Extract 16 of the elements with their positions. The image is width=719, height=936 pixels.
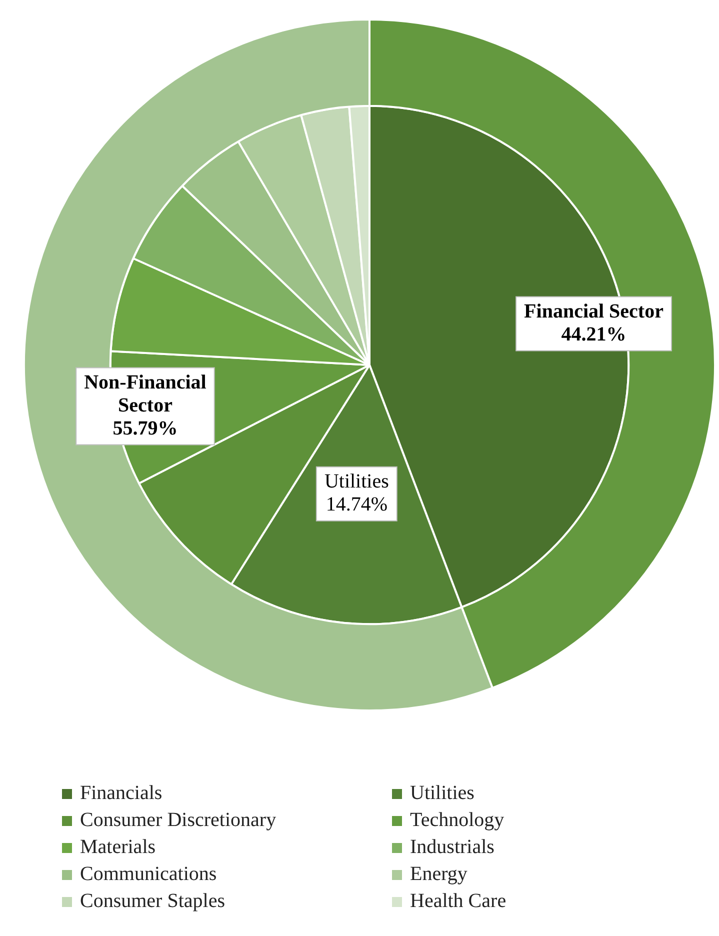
legend-label: Industrials (410, 836, 494, 859)
legend-label: Utilities (410, 782, 474, 805)
data-label: 44.21% (561, 323, 626, 346)
legend-label: Consumer Staples (80, 890, 225, 913)
data-label: 14.74% (326, 494, 388, 516)
legend-label: Financials (80, 782, 162, 805)
legend-label: Materials (80, 836, 156, 859)
legend-label: Technology (410, 809, 504, 832)
legend-label: Communications (80, 863, 217, 886)
data-label: 55.79% (112, 417, 178, 440)
legend-label: Energy (410, 863, 468, 886)
slice-label: Non-Financial Sector (84, 371, 207, 416)
slice-label: Utilities (324, 470, 390, 493)
slice-label: Financial Sector (524, 300, 664, 322)
legend-label: Health Care (410, 890, 506, 913)
legend-label: Consumer Discretionary (80, 809, 276, 832)
